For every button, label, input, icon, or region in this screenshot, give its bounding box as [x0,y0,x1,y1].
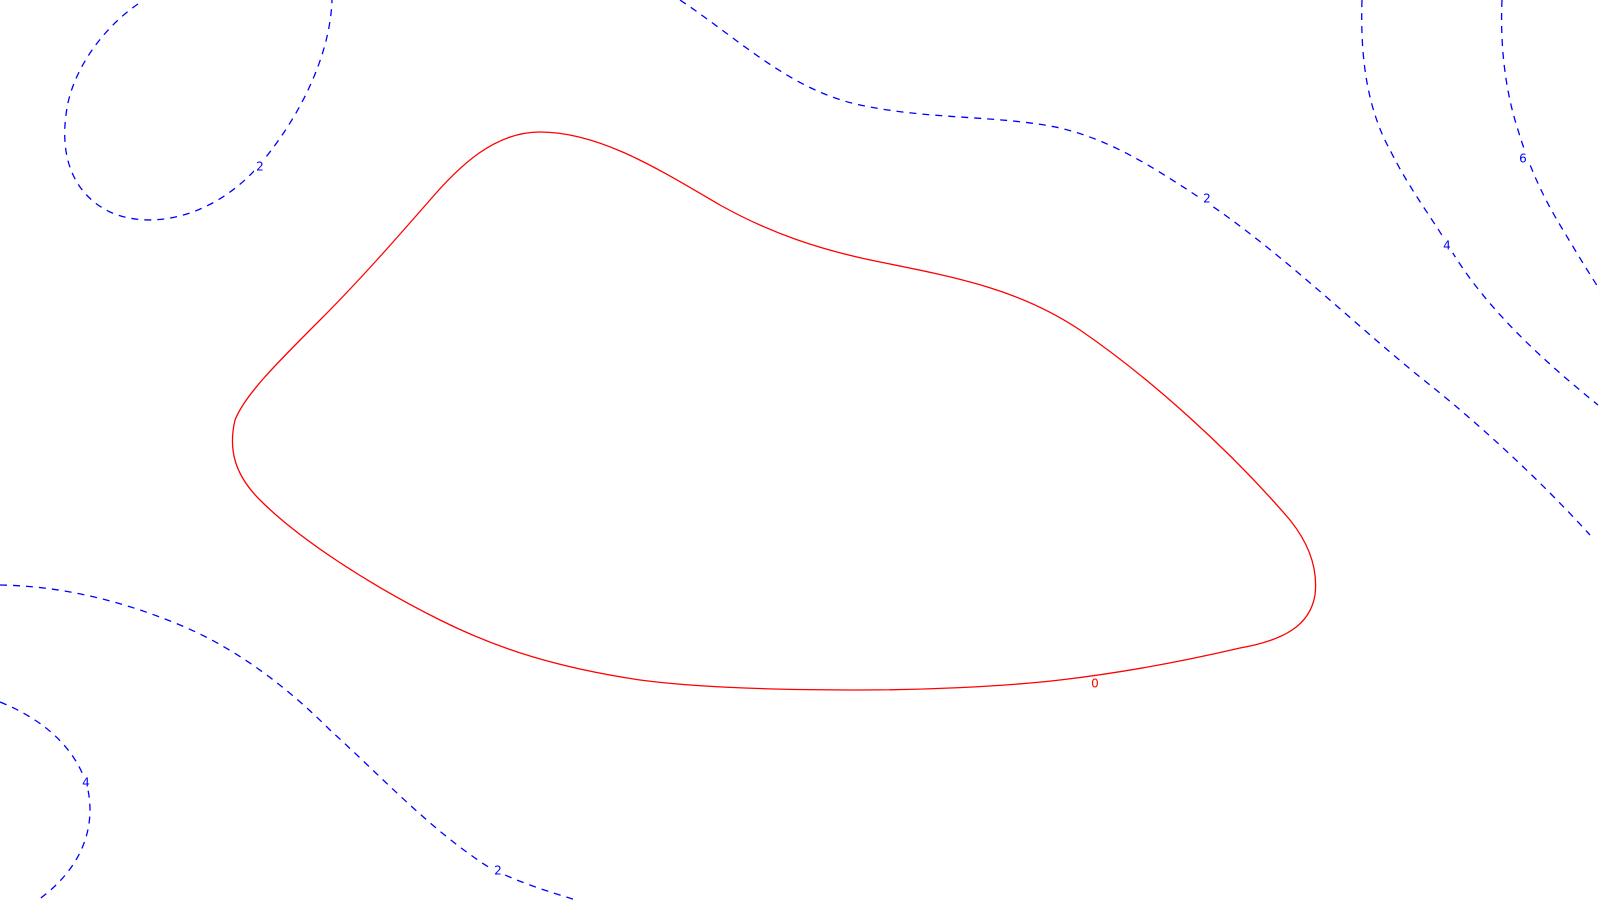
contour-label-2-top-right: 2 [1201,192,1213,206]
contour-line-level-4-bottom-left [0,701,91,900]
contour-line-level-2-top-left [64,0,333,221]
contour-label-text: 2 [256,160,264,174]
contour-label-4-bottom-left: 4 [80,776,92,790]
contour-label-2-top-left: 2 [254,160,266,174]
contour-label-4-right: 4 [1441,239,1453,253]
contour-label-text: 2 [1203,192,1211,206]
contour-label-text: 4 [82,776,90,790]
contour-line-level-6-right [1500,0,1600,291]
contour-label-text: 6 [1519,152,1527,166]
contour-line-level-2-top-right [679,0,1591,536]
contour-line-level-4-right [1361,0,1599,406]
contour-label-text: 4 [1443,239,1451,253]
contour-label-text: 0 [1091,677,1099,691]
contour-line-level-2-bottom [0,584,577,900]
contour-label-text: 2 [494,864,502,878]
contour-label-6-right: 6 [1517,152,1529,166]
contour-label-2-bottom: 2 [492,864,504,878]
contour-label-0-bottom: 0 [1089,677,1101,691]
contour-line-level-0 [231,131,1317,691]
